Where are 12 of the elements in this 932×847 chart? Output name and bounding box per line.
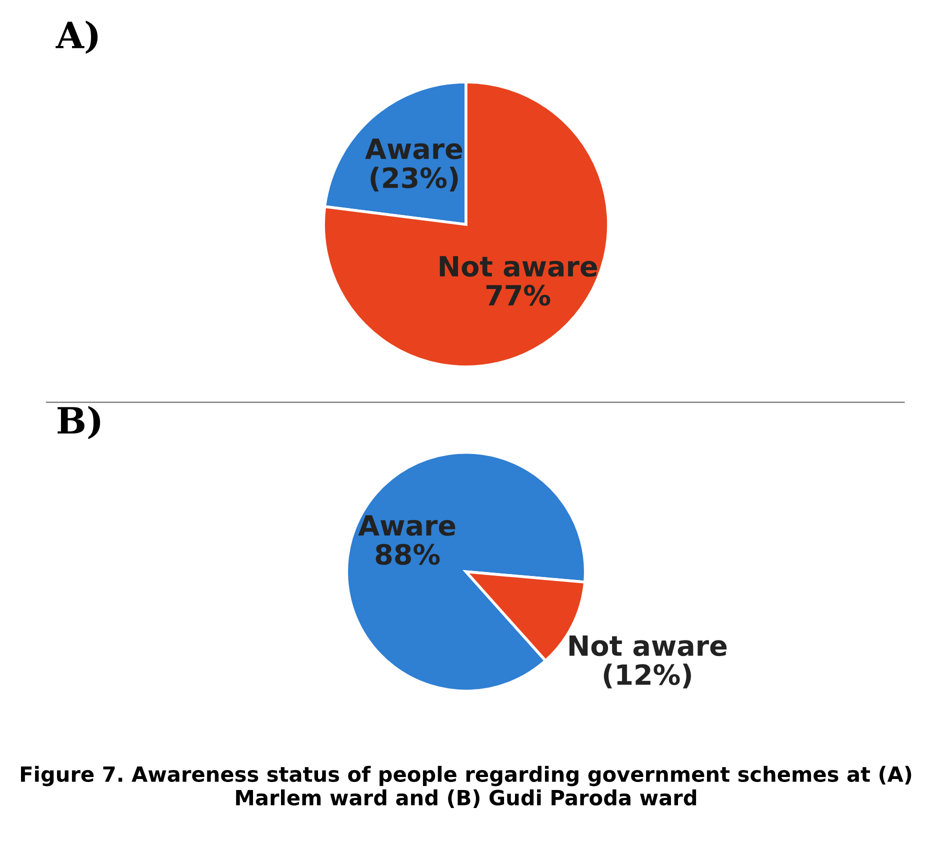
data-label: 77% [486, 284, 550, 306]
data-label: (12%) [604, 664, 691, 688]
chart-title: A) [56, 20, 98, 54]
data-label: 88% [376, 544, 440, 565]
slice-label: Aware [365, 138, 462, 160]
slice-label: Aware [358, 515, 456, 536]
slice-label: Not aware [569, 635, 727, 656]
pie-slice [322, 80, 610, 368]
data-label: (23%) [370, 166, 458, 192]
caption: Figure 7. Awareness status of people regarding government schemes at (A) Marlem ward and (B) Gudi Paroda ward [21, 766, 912, 808]
slice-label: Not aware [440, 256, 597, 277]
chart-title: B) [58, 406, 100, 440]
